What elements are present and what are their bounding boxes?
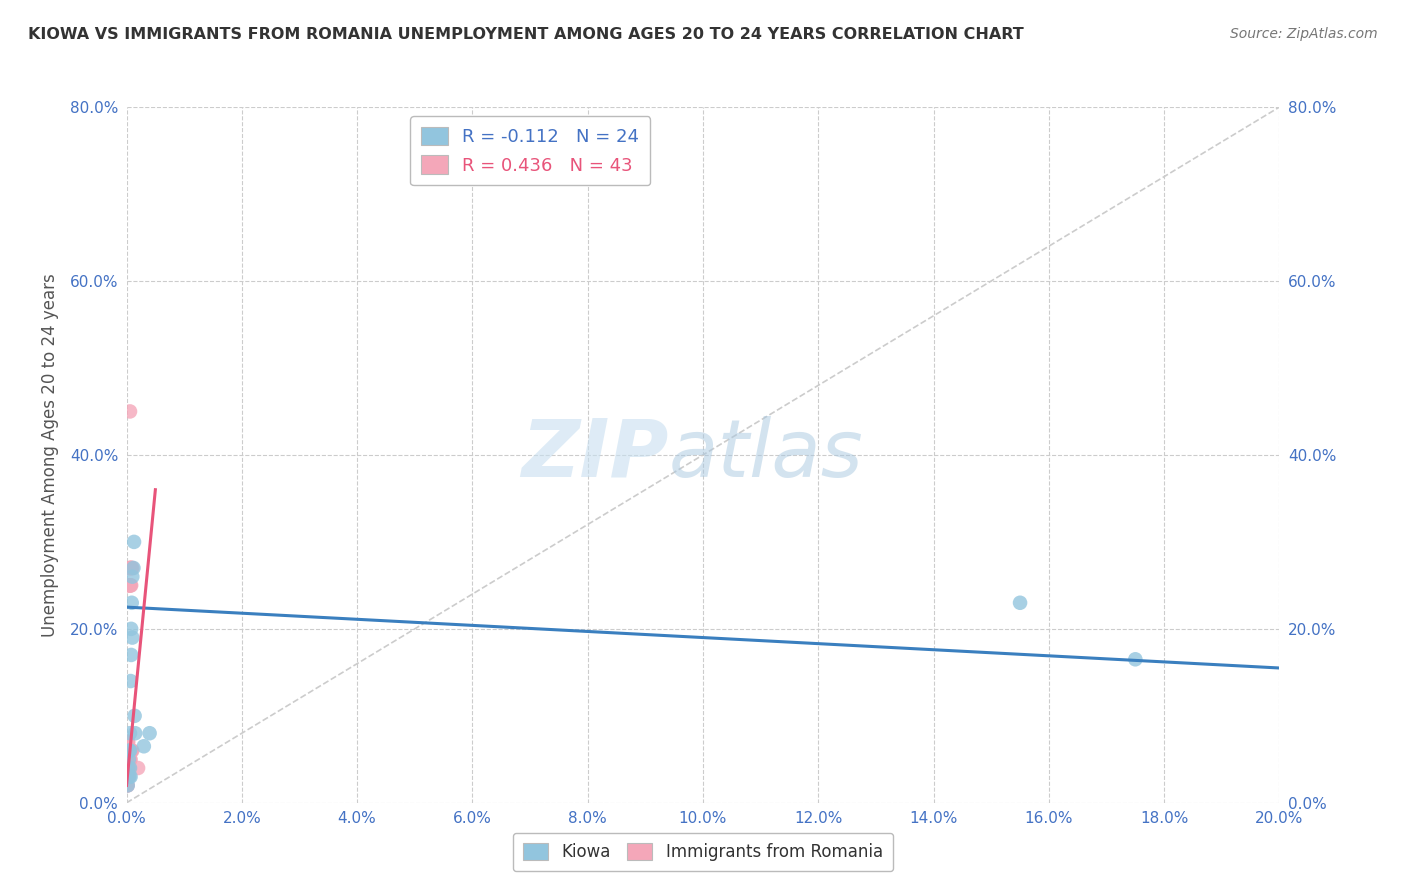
Point xyxy=(118,761,141,775)
Point xyxy=(118,770,141,784)
Point xyxy=(122,561,145,575)
Point xyxy=(115,744,138,758)
Point xyxy=(120,561,142,575)
Point xyxy=(121,570,143,584)
Point xyxy=(117,744,139,758)
Y-axis label: Unemployment Among Ages 20 to 24 years: Unemployment Among Ages 20 to 24 years xyxy=(41,273,59,637)
Point xyxy=(117,770,139,784)
Point xyxy=(120,622,142,636)
Point xyxy=(117,778,139,792)
Point xyxy=(117,770,139,784)
Point xyxy=(115,770,138,784)
Point xyxy=(121,561,143,575)
Point xyxy=(1123,652,1146,666)
Text: ZIP: ZIP xyxy=(522,416,668,494)
Point xyxy=(122,534,145,549)
Point xyxy=(120,770,142,784)
Point xyxy=(118,578,141,592)
Point xyxy=(1008,596,1031,610)
Point xyxy=(117,761,139,775)
Point xyxy=(120,752,142,766)
Point xyxy=(120,561,142,575)
Point xyxy=(117,744,139,758)
Point xyxy=(118,404,141,418)
Point xyxy=(118,752,141,766)
Point xyxy=(115,778,138,792)
Point xyxy=(117,735,139,749)
Point xyxy=(121,744,143,758)
Point xyxy=(118,761,141,775)
Point xyxy=(118,744,141,758)
Text: Source: ZipAtlas.com: Source: ZipAtlas.com xyxy=(1230,27,1378,41)
Point xyxy=(121,631,143,645)
Point xyxy=(138,726,160,740)
Point xyxy=(127,761,149,775)
Text: KIOWA VS IMMIGRANTS FROM ROMANIA UNEMPLOYMENT AMONG AGES 20 TO 24 YEARS CORRELAT: KIOWA VS IMMIGRANTS FROM ROMANIA UNEMPLO… xyxy=(28,27,1024,42)
Point xyxy=(120,648,142,662)
Point xyxy=(121,744,143,758)
Point xyxy=(118,770,141,784)
Point xyxy=(120,744,142,758)
Point xyxy=(120,674,142,689)
Text: atlas: atlas xyxy=(668,416,863,494)
Point xyxy=(118,752,141,766)
Point xyxy=(120,744,142,758)
Point xyxy=(118,744,141,758)
Point xyxy=(117,778,139,792)
Point xyxy=(124,726,146,740)
Point xyxy=(117,752,139,766)
Point xyxy=(118,744,141,758)
Point xyxy=(121,561,143,575)
Point xyxy=(118,752,141,766)
Point xyxy=(118,726,141,740)
Point xyxy=(118,752,141,766)
Point xyxy=(117,752,139,766)
Point xyxy=(117,735,139,749)
Legend: Kiowa, Immigrants from Romania: Kiowa, Immigrants from Romania xyxy=(513,833,893,871)
Point xyxy=(118,561,141,575)
Point xyxy=(115,752,138,766)
Point xyxy=(118,578,141,592)
Point xyxy=(121,596,143,610)
Point xyxy=(124,708,146,723)
Point xyxy=(132,739,155,754)
Point xyxy=(118,561,141,575)
Point xyxy=(115,761,138,775)
Point xyxy=(117,761,139,775)
Point xyxy=(117,770,139,784)
Point xyxy=(117,761,139,775)
Point xyxy=(118,744,141,758)
Point xyxy=(118,761,141,775)
Point xyxy=(118,578,141,592)
Point xyxy=(118,744,141,758)
Point xyxy=(120,578,142,592)
Point xyxy=(120,578,142,592)
